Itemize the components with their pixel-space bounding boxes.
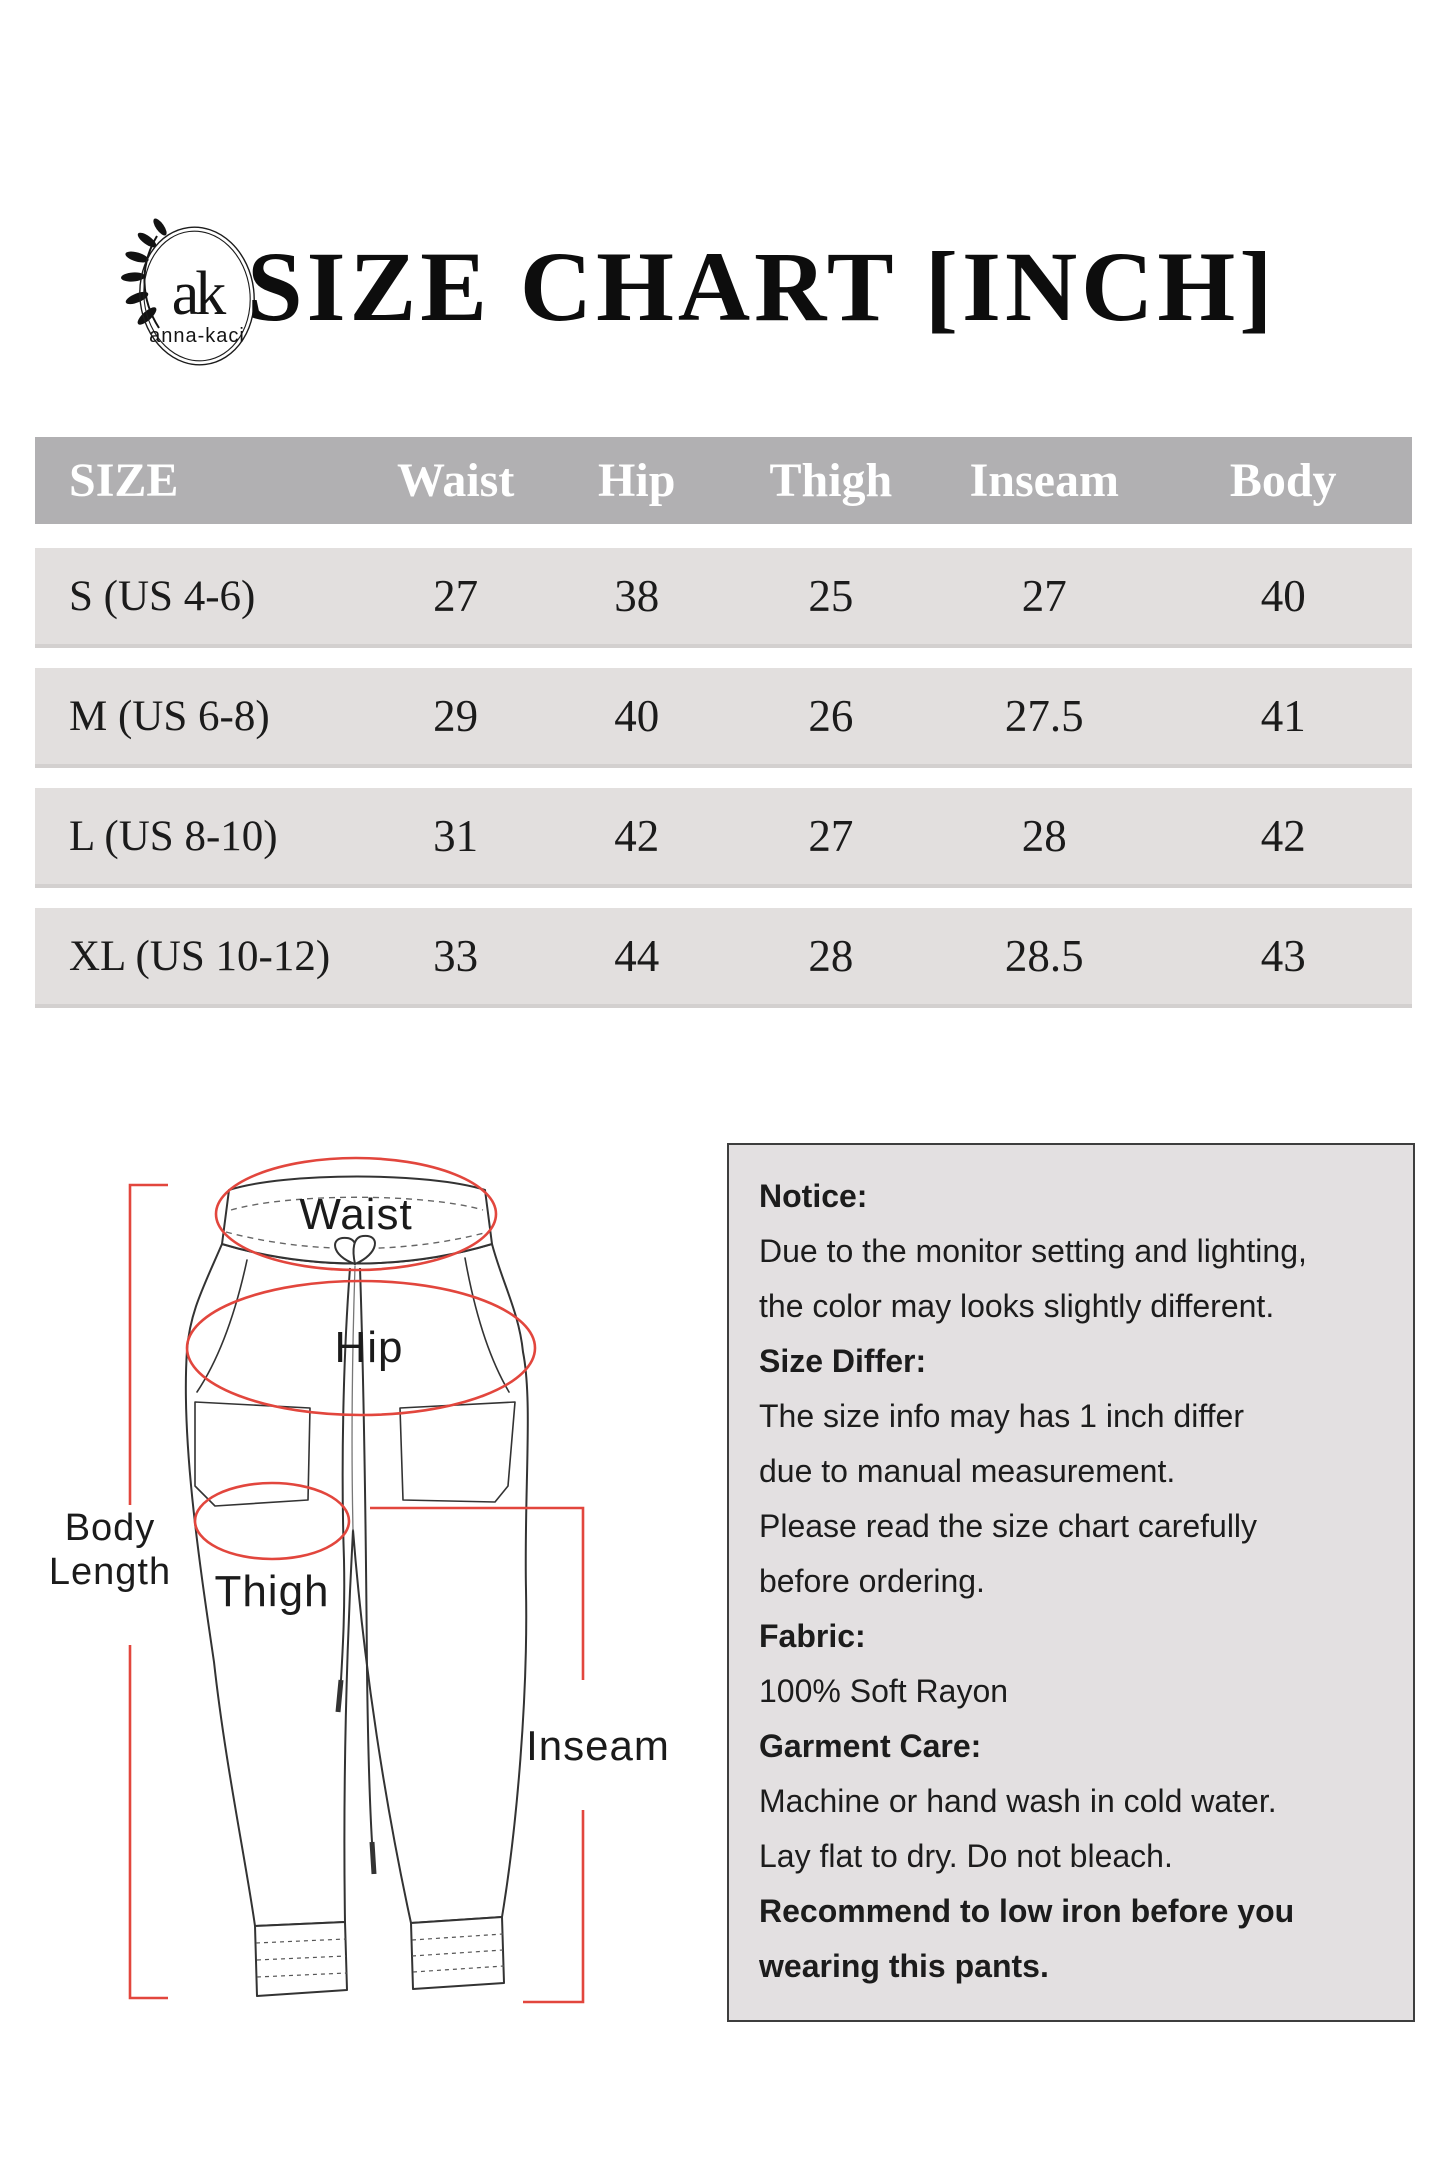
table-header-row: SIZE Waist Hip Thigh Inseam Body — [35, 437, 1412, 524]
body-length-label-line1: Body — [65, 1507, 156, 1549]
value-cell: 38 — [614, 571, 660, 621]
notice-line: The size info may has 1 inch differ — [759, 1398, 1244, 1434]
value-cell: 40 — [1260, 571, 1306, 621]
value-cell: 40 — [614, 691, 660, 741]
notice-line: Size Differ: — [759, 1343, 927, 1379]
value-cell: 42 — [614, 811, 660, 861]
notice-line: due to manual measurement. — [759, 1453, 1176, 1489]
inseam-label: Inseam — [526, 1722, 670, 1769]
header-cell-body: Body — [1229, 454, 1337, 507]
value-cell: 33 — [433, 931, 479, 981]
logo-brand-name: anna-kaci — [149, 325, 245, 347]
notice-line: Due to the monitor setting and lighting, — [759, 1233, 1307, 1269]
header-cell-size: SIZE — [69, 454, 179, 507]
laurel-branch-icon — [121, 218, 167, 329]
pants-measurement-diagram: Waist Hip Thigh Body Length Inseam — [49, 1156, 670, 2004]
table-row-xl: XL (US 10-12) 33 44 28 28.5 43 — [35, 908, 1412, 1008]
notice-line: 100% Soft Rayon — [759, 1673, 1009, 1709]
value-cell: 42 — [1260, 811, 1306, 861]
body-length-label-line2: Length — [49, 1551, 171, 1593]
value-cell: 28.5 — [1004, 931, 1084, 981]
notice-box: Notice: Due to the monitor setting and l… — [727, 1143, 1415, 2022]
notice-line: Lay flat to dry. Do not bleach. — [759, 1838, 1173, 1874]
measurement-markers — [128, 1156, 585, 2004]
thigh-ellipse-marker — [193, 1481, 351, 1561]
value-cell: 41 — [1260, 691, 1306, 741]
notice-line: Fabric: — [759, 1618, 866, 1654]
value-cell: 27 — [1021, 571, 1067, 621]
size-cell: XL (US 10-12) — [69, 932, 331, 980]
notice-line: wearing this pants. — [759, 1948, 1049, 1984]
value-cell: 27.5 — [1004, 691, 1084, 741]
value-cell: 28 — [808, 931, 854, 981]
notice-line: Garment Care: — [759, 1728, 982, 1764]
notice-line: Please read the size chart carefully — [759, 1508, 1258, 1544]
header-cell-waist: Waist — [396, 454, 515, 507]
waist-ellipse-marker — [214, 1156, 498, 1272]
value-cell: 44 — [614, 931, 660, 981]
thigh-label: Thigh — [214, 1567, 329, 1616]
pants-sketch-icon — [184, 1175, 529, 1997]
value-cell: 25 — [808, 571, 854, 621]
logo-monogram: ak — [172, 260, 227, 328]
table-row-m: M (US 6-8) 29 40 26 27.5 41 — [35, 668, 1412, 768]
header-cell-thigh: Thigh — [769, 454, 893, 507]
size-cell: S (US 4-6) — [69, 572, 256, 620]
notice-line: Recommend to low iron before you — [759, 1893, 1295, 1929]
hip-ellipse-marker — [185, 1279, 537, 1417]
value-cell: 26 — [808, 691, 854, 741]
body-length-bracket-marker — [128, 1183, 168, 2000]
value-cell: 27 — [808, 811, 854, 861]
notice-line: the color may looks slightly different. — [759, 1288, 1275, 1324]
size-cell: L (US 8-10) — [69, 812, 278, 860]
hip-label: Hip — [334, 1323, 403, 1372]
notice-line: Machine or hand wash in cold water. — [759, 1783, 1277, 1819]
table-row-l: L (US 8-10) 31 42 27 28 42 — [35, 788, 1412, 888]
value-cell: 29 — [433, 691, 479, 741]
header-cell-inseam: Inseam — [969, 454, 1119, 507]
value-cell: 28 — [1021, 811, 1067, 861]
value-cell: 27 — [433, 571, 479, 621]
inseam-line-marker — [370, 1506, 585, 2004]
waist-label: Waist — [299, 1190, 412, 1239]
notice-line: Notice: — [759, 1178, 868, 1214]
page-title: SIZE CHART [INCH] — [247, 231, 1277, 342]
size-cell: M (US 6-8) — [69, 692, 270, 740]
header-cell-hip: Hip — [598, 454, 676, 507]
table-row-s: S (US 4-6) 27 38 25 27 40 — [35, 548, 1412, 648]
value-cell: 43 — [1260, 931, 1306, 981]
logo-ring — [139, 226, 255, 366]
brand-logo: ak anna-kaci — [121, 218, 255, 366]
value-cell: 31 — [433, 811, 479, 861]
size-table: SIZE Waist Hip Thigh Inseam Body S (US 4… — [35, 437, 1412, 1008]
notice-line: before ordering. — [759, 1563, 985, 1599]
